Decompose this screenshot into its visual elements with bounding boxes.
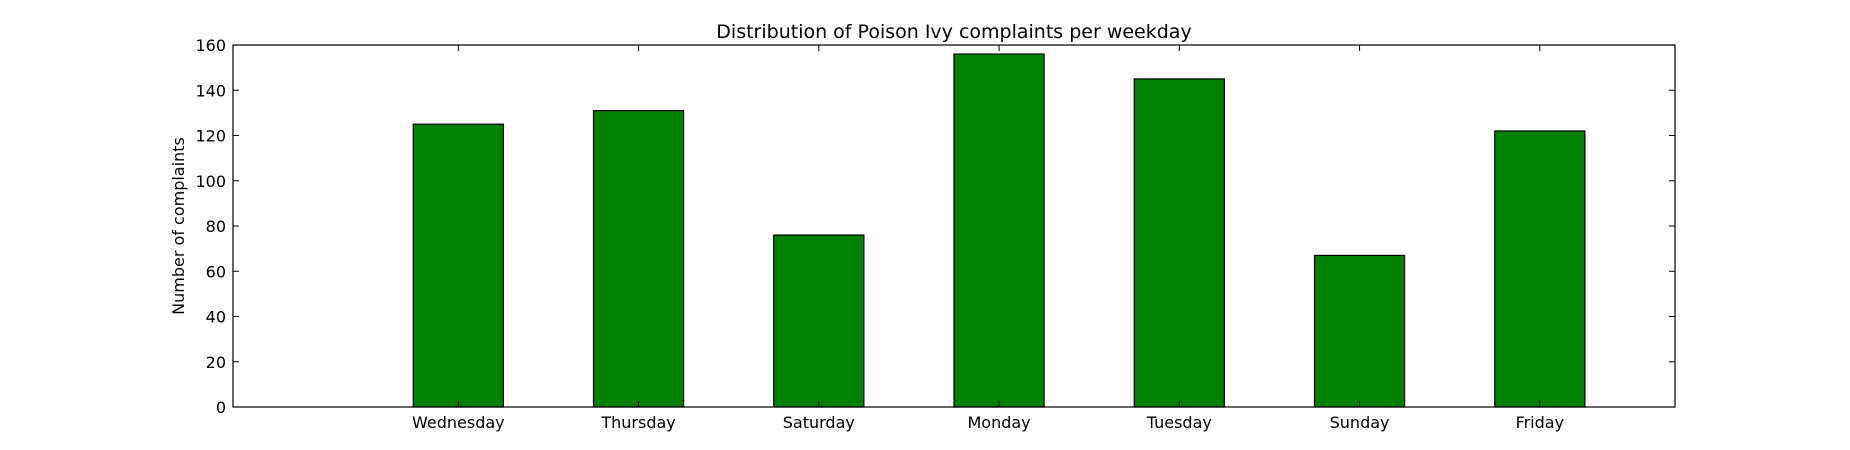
bar-tuesday: [1133, 78, 1225, 408]
x-tick-label-saturday: Saturday: [783, 413, 855, 432]
chart-title: Distribution of Poison Ivy complaints pe…: [716, 21, 1191, 43]
x-tick-label-friday: Friday: [1516, 413, 1565, 432]
plot-area-frame: [232, 44, 1676, 408]
bars: [412, 53, 1586, 408]
bar-monday: [953, 53, 1045, 408]
bar-saturday: [773, 234, 865, 408]
y-tick-label: 160: [195, 36, 226, 55]
y-tick-labels: 0 20 40 60 80 100 120 140 160: [195, 36, 226, 417]
y-tick-label: 100: [195, 172, 226, 191]
x-tick-label-tuesday: Tuesday: [1146, 413, 1212, 432]
y-tick-label: 120: [195, 127, 226, 146]
bar-sunday: [1313, 254, 1406, 408]
x-tick-label-wednesday: Wednesday: [412, 413, 505, 432]
y-tick-label: 60: [206, 262, 226, 281]
y-tick-label: 40: [206, 308, 226, 327]
y-tick-label: 140: [195, 81, 226, 100]
bar-friday: [1494, 130, 1586, 408]
x-tick-labels: Wednesday Thursday Saturday Monday Tuesday Su…: [412, 413, 1564, 432]
y-axis-label: Number of complaints: [169, 137, 188, 315]
x-tick-label-thursday: Thursday: [600, 413, 675, 432]
y-tick-label: 80: [206, 217, 226, 236]
y-tick-label: 20: [206, 353, 226, 372]
x-tick-label-sunday: Sunday: [1330, 413, 1390, 432]
bar-thursday: [592, 110, 685, 408]
y-tick-label: 0: [216, 398, 226, 417]
bar-wednesday: [412, 123, 504, 408]
x-tick-label-monday: Monday: [967, 413, 1030, 432]
